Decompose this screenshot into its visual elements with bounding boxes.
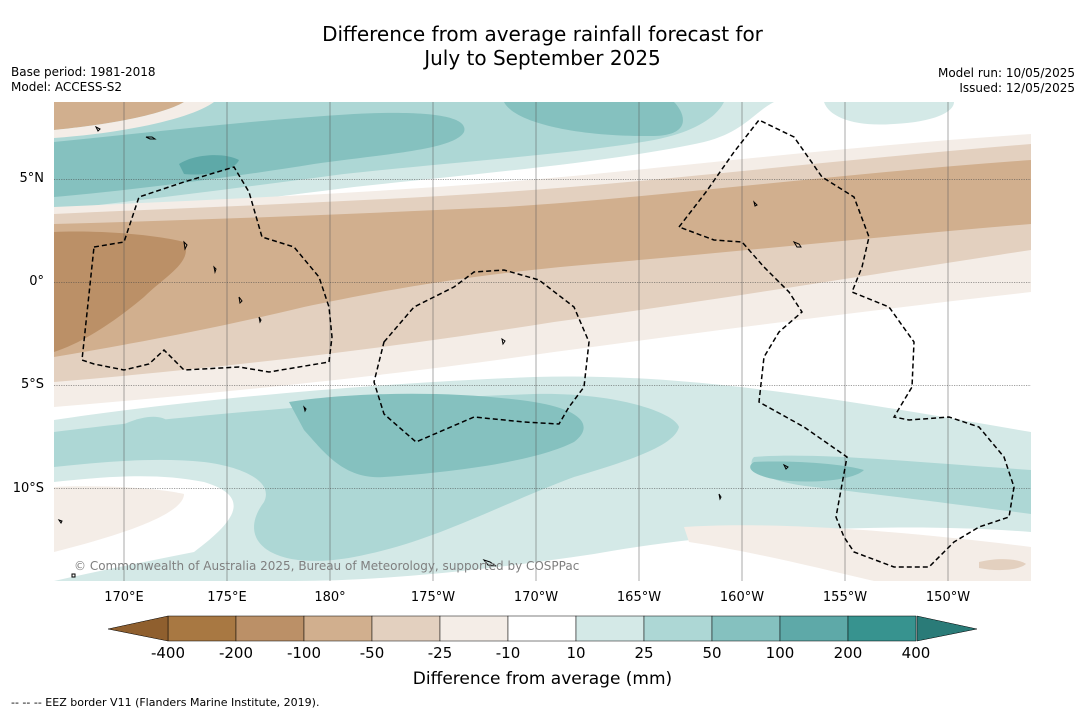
lat-label-5s: 5°S: [20, 377, 44, 392]
island: [792, 240, 802, 248]
eez-borders: [81, 119, 1015, 568]
lon-label-165w: 165°W: [616, 590, 662, 605]
lat-label-10s: 10°S: [12, 481, 44, 496]
eez-border-phoenix: [373, 269, 590, 443]
model-run-text: Model run: 10/05/2025: [937, 66, 1075, 80]
colorbar-tick: -400: [150, 644, 186, 662]
eez-border-kiribati-gilbert: [81, 166, 333, 373]
chart-title-line2: July to September 2025: [424, 46, 661, 70]
island: [71, 573, 76, 578]
island: [782, 463, 789, 470]
colorbar-tick: -100: [286, 644, 322, 662]
islands: [57, 125, 802, 578]
colorbar-cell: [575, 615, 645, 642]
wet-zone-north-50-100-b: [504, 102, 683, 137]
lon-label-150w: 150°W: [925, 590, 971, 605]
model-text: Model: ACCESS-S2: [11, 80, 123, 94]
wet-zone-south-50-100-b: [750, 461, 864, 482]
colorbar-tick: 50: [702, 644, 722, 662]
colorbar-tick: 100: [765, 644, 795, 662]
colorbar-title: Difference from average (mm): [412, 669, 673, 689]
dry-patch-nw-10-25: [54, 102, 214, 138]
colorbar-cell: [711, 615, 781, 642]
meta-left: Base period: 1981-2018 Model: ACCESS-S2: [11, 65, 156, 95]
dry-band-50-100: [54, 160, 1031, 357]
island: [57, 519, 63, 524]
wet-zone-south-50-100: [289, 393, 584, 478]
colorbar-under-arrow: [107, 615, 169, 642]
island: [145, 136, 157, 140]
lat-label-5n: 5°N: [19, 171, 45, 186]
colorbar-over-arrow: [916, 615, 978, 642]
chart-title: Difference from average rainfall forecas…: [0, 22, 1085, 70]
colorbar-tick: 10: [566, 644, 586, 662]
colorbar-cell: [779, 615, 849, 642]
lon-label-175e: 175°E: [207, 590, 247, 605]
wet-zone-north-50-100: [54, 112, 465, 197]
colorbar-tick: 200: [833, 644, 863, 662]
island: [238, 296, 243, 305]
issued-text: Issued: 12/05/2025: [959, 81, 1075, 95]
colorbar-tick: 25: [634, 644, 654, 662]
island: [258, 316, 262, 324]
dry-patch-sw-10-25: [54, 486, 184, 552]
meta-right: Model run: 10/05/2025 Issued: 12/05/2025: [938, 66, 1075, 96]
colorbar-tick: -50: [359, 644, 385, 662]
island: [183, 240, 188, 251]
colorbar-cell: [303, 615, 373, 642]
island: [213, 265, 217, 274]
lon-label-170w: 170°W: [513, 590, 559, 605]
colorbar-tick: -10: [495, 644, 521, 662]
eez-footnote: -- -- -- EEZ border V11 (Flanders Marine…: [11, 696, 320, 709]
eez-border-line-islands: [677, 119, 1015, 568]
colorbar-cell: [167, 615, 237, 642]
colorbar-tick: -25: [427, 644, 453, 662]
lon-label-180: 180°: [314, 590, 346, 605]
wet-zone-north-100-200: [179, 155, 239, 175]
island: [482, 558, 497, 567]
base-period-text: Base period: 1981-2018: [11, 65, 156, 79]
island: [753, 200, 758, 207]
colorbar: [107, 615, 978, 642]
lat-label-0: 0°: [29, 274, 44, 289]
dry-patch-nw-25-50: [54, 102, 184, 130]
island: [94, 125, 101, 132]
lon-label-175w: 175°W: [410, 590, 456, 605]
colorbar-cell: [643, 615, 713, 642]
lon-label-155w: 155°W: [822, 590, 868, 605]
lon-grid-lines: [123, 102, 949, 581]
colorbar-cell: [847, 615, 917, 642]
dry-patch-se-25-50: [979, 559, 1026, 571]
copyright-text: © Commonwealth of Australia 2025, Bureau…: [74, 559, 579, 573]
chart-title-line1: Difference from average rainfall forecas…: [322, 22, 763, 46]
island: [718, 493, 722, 501]
island: [303, 405, 307, 413]
colorbar-tick: 400: [901, 644, 931, 662]
colorbar-cell: [439, 615, 509, 642]
colorbar-cell: [371, 615, 441, 642]
lat-grid-lines: [54, 179, 1031, 489]
lon-label-160w: 160°W: [719, 590, 765, 605]
colorbar-cell: [235, 615, 305, 642]
island: [501, 337, 506, 346]
rainfall-anomaly-map: © Commonwealth of Australia 2025, Bureau…: [54, 102, 1031, 581]
colorbar-tick: -200: [218, 644, 254, 662]
dry-band-100-200: [54, 231, 186, 352]
wet-zone-ne-10-25: [824, 102, 954, 125]
colorbar-cell: [507, 615, 577, 642]
lon-label-170e: 170°E: [104, 590, 144, 605]
